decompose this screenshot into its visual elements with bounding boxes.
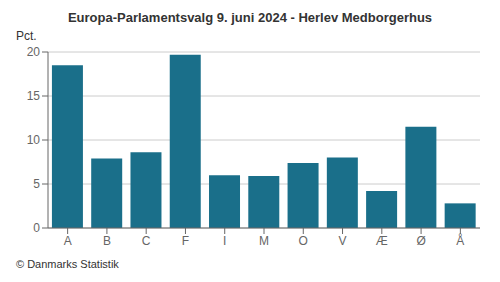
html-text:Pct.: Pct. — [16, 29, 37, 43]
svg-text:M: M — [259, 234, 269, 248]
svg-text:O: O — [299, 234, 308, 248]
svg-text:F: F — [182, 234, 189, 248]
svg-text:Ø: Ø — [416, 234, 425, 248]
svg-text:C: C — [142, 234, 151, 248]
svg-text:Æ: Æ — [376, 234, 388, 248]
svg-text:15: 15 — [27, 89, 41, 103]
svg-text:20: 20 — [27, 45, 41, 59]
svg-text:0: 0 — [33, 221, 40, 235]
svg-text:V: V — [339, 234, 347, 248]
svg-text:A: A — [64, 234, 72, 248]
svg-text:I: I — [223, 234, 226, 248]
svg-text:10: 10 — [27, 133, 41, 147]
svg-text:5: 5 — [33, 177, 40, 191]
svg-text:Å: Å — [456, 233, 464, 248]
html-text:Europa-Parlamentsvalg 9. juni: Europa-Parlamentsvalg 9. juni 2024 - Her… — [67, 10, 433, 25]
svg-text:B: B — [103, 234, 111, 248]
html-text:© Danmarks Statistik: © Danmarks Statistik — [16, 258, 119, 270]
